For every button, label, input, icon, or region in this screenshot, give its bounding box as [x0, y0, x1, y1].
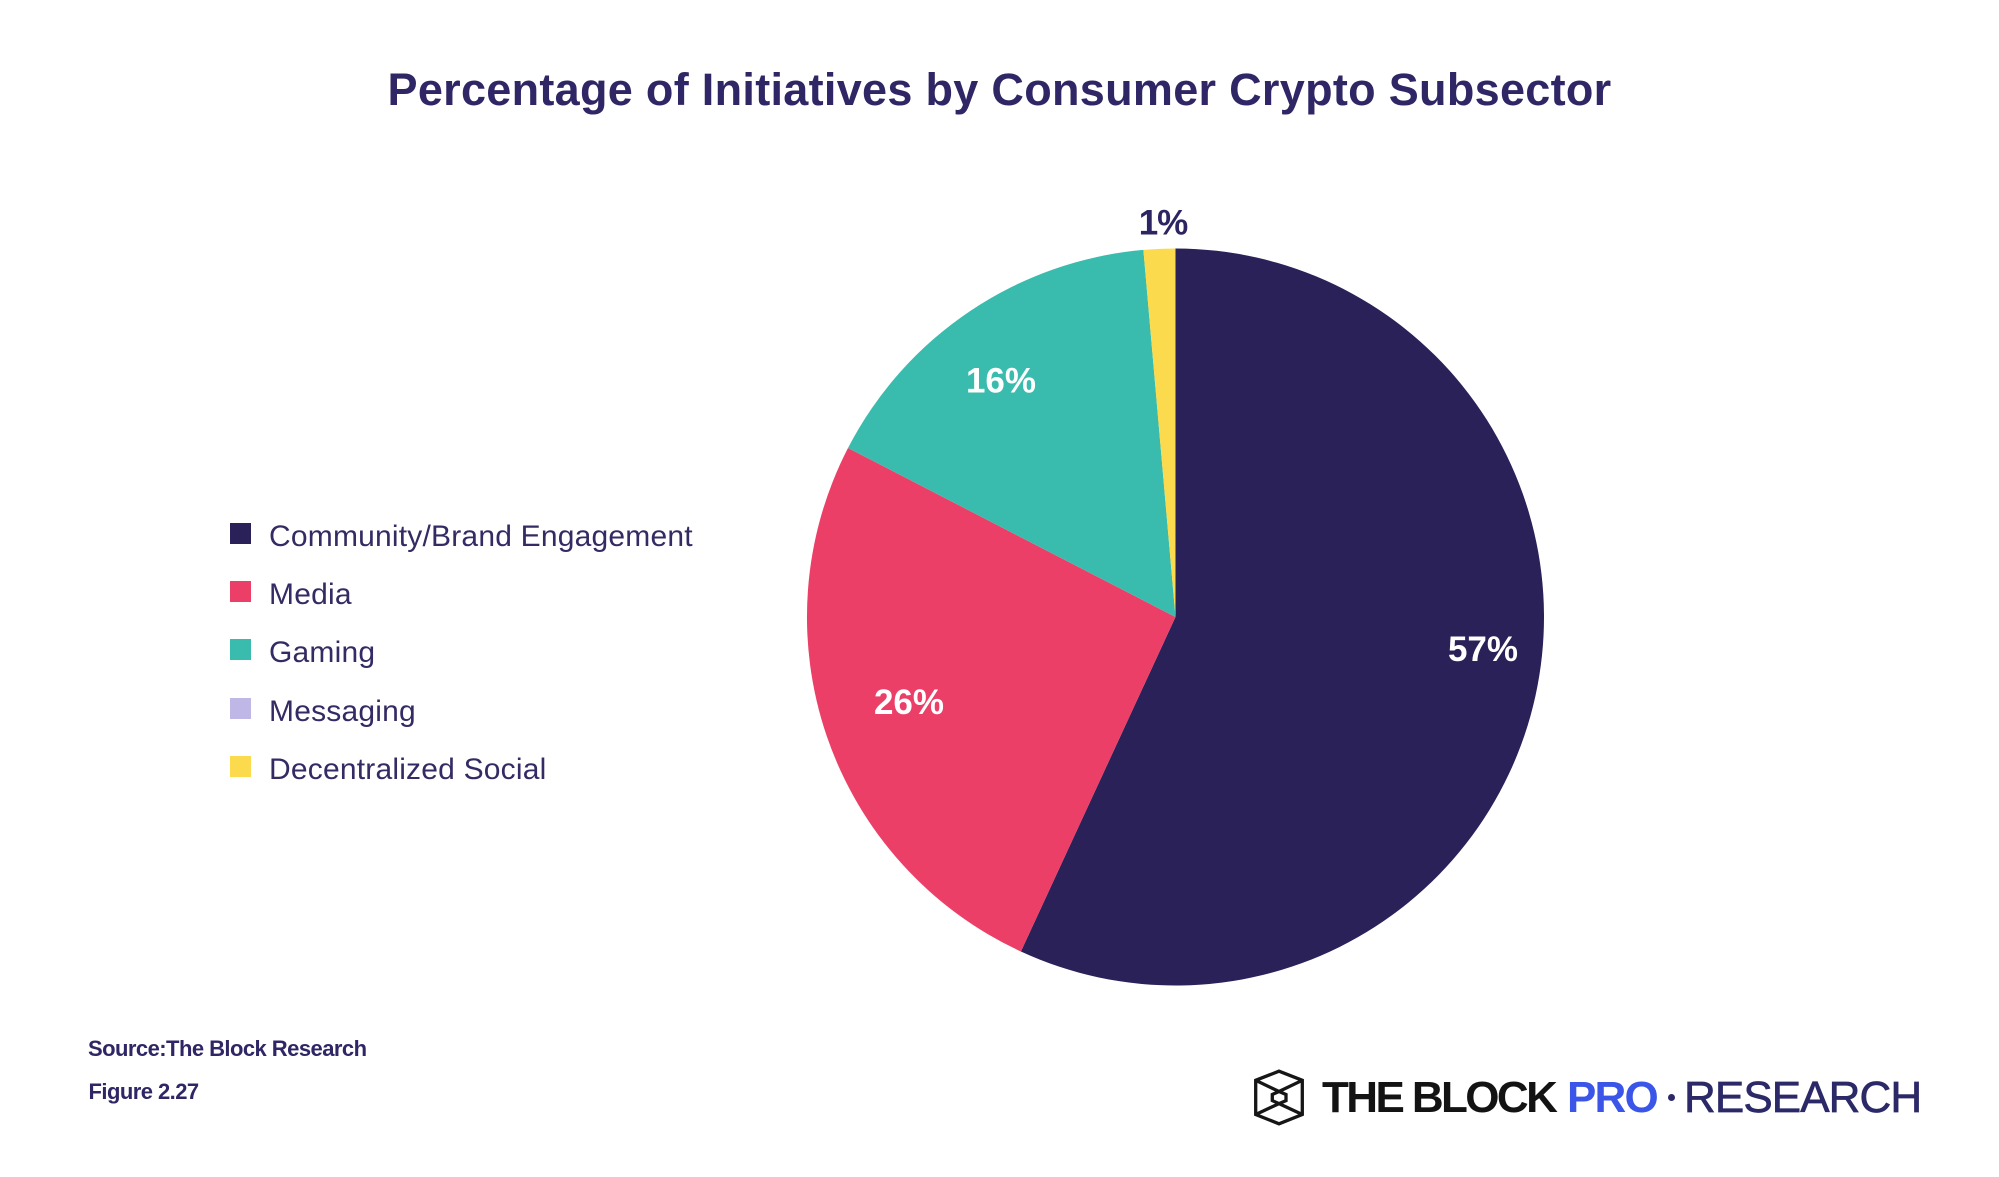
- svg-text:16%: 16%: [966, 362, 1036, 401]
- svg-text:1%: 1%: [1139, 204, 1188, 243]
- svg-text:57%: 57%: [1448, 630, 1518, 669]
- svg-text:26%: 26%: [874, 683, 944, 722]
